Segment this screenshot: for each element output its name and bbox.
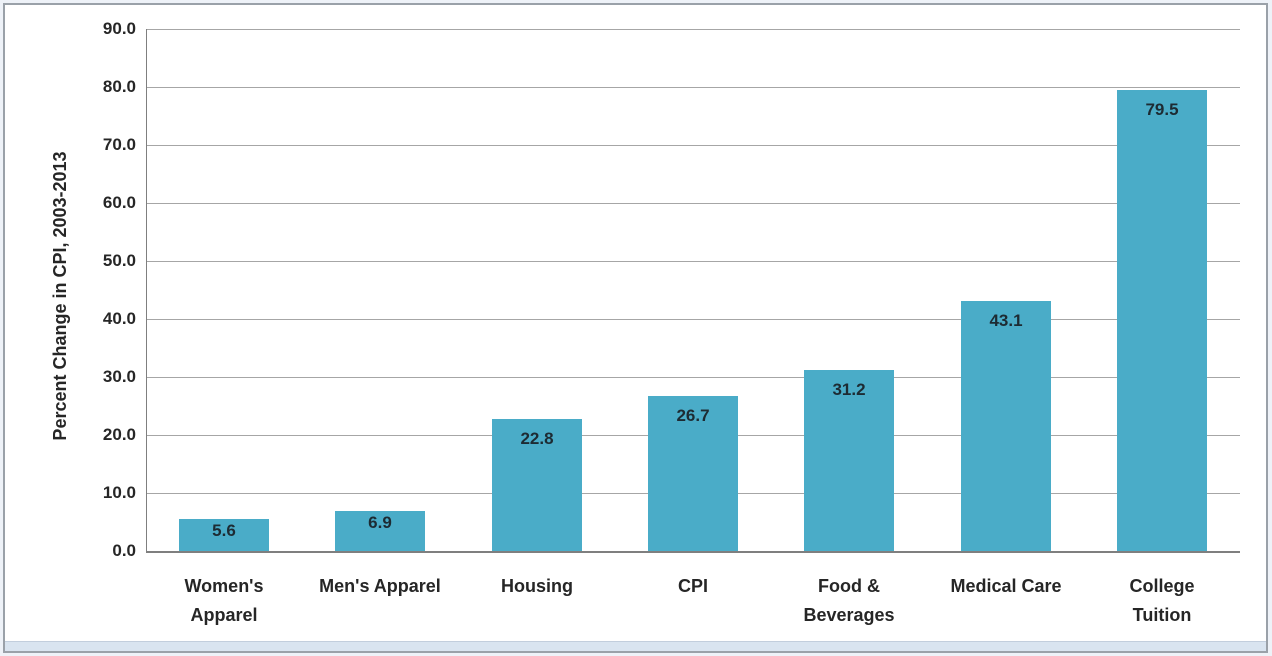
x-axis-category-label-line: College bbox=[1129, 576, 1195, 596]
plot-area: 0.0 10.0 20.0 30.0 40.0 50.0 60.0 70.0 80.0 90.0 5… bbox=[5, 5, 1266, 651]
bar bbox=[179, 518, 269, 551]
bar-value-label: 31.2 bbox=[832, 380, 866, 399]
bar-value-label: 5.6 bbox=[212, 521, 236, 540]
x-axis-category-label-line: Medical Care bbox=[950, 576, 1062, 596]
bar bbox=[492, 418, 582, 551]
bar bbox=[335, 510, 425, 551]
bottom-strip bbox=[5, 641, 1266, 651]
y-axis-tick-label: 50.0 bbox=[102, 251, 136, 270]
x-axis-category-label: Medical Care bbox=[926, 572, 1086, 601]
bar bbox=[804, 370, 894, 552]
bar-value-label: 43.1 bbox=[989, 311, 1023, 330]
x-axis-line bbox=[146, 551, 1240, 553]
gridline bbox=[146, 86, 1240, 88]
x-axis-category-label-line: Beverages bbox=[803, 605, 895, 625]
x-axis-category-label-line: CPI bbox=[677, 576, 708, 596]
bar bbox=[961, 301, 1051, 552]
gridline bbox=[146, 376, 1240, 378]
chart-frame: Percent Change in CPI, 2003-2013 0.0 10.0… bbox=[3, 3, 1268, 653]
bar-value-label: 26.7 bbox=[676, 406, 710, 425]
x-axis-category-label: Women's Apparel bbox=[144, 572, 304, 630]
y-axis-tick-label: 60.0 bbox=[102, 193, 136, 212]
x-axis-category-label-line: Women's bbox=[184, 576, 264, 596]
x-axis-category-label-line: Food & bbox=[818, 576, 880, 596]
y-axis-tick-label: 40.0 bbox=[102, 309, 136, 328]
bar-value-label: 22.8 bbox=[520, 429, 554, 448]
x-axis-category-label-line: Housing bbox=[501, 576, 573, 596]
y-axis-tick-label: 0.0 bbox=[112, 541, 136, 560]
x-axis-category-label-line: Tuition bbox=[1132, 605, 1192, 625]
y-axis-tick-label: 80.0 bbox=[102, 77, 136, 96]
x-axis-category-label: Men's Apparel bbox=[300, 572, 460, 601]
y-axis-tick-label: 70.0 bbox=[102, 135, 136, 154]
y-axis-tick-label: 20.0 bbox=[102, 425, 136, 444]
bar-value-label: 79.5 bbox=[1145, 100, 1179, 119]
y-axis-tick-label: 30.0 bbox=[102, 367, 136, 386]
x-axis-category-label: Food & Beverages bbox=[769, 572, 929, 630]
x-axis-category-label: CPI bbox=[613, 572, 773, 601]
bar bbox=[1117, 89, 1207, 551]
gridline bbox=[146, 202, 1240, 204]
x-axis-category-label-line: Men's Apparel bbox=[319, 576, 441, 596]
x-axis-category-label: Housing bbox=[457, 572, 617, 601]
y-axis-tick-label: 10.0 bbox=[102, 483, 136, 502]
bar-value-label: 6.9 bbox=[368, 513, 392, 532]
gridline bbox=[146, 28, 1240, 30]
bar bbox=[648, 396, 738, 552]
x-axis-category-label-line: Apparel bbox=[190, 605, 258, 625]
y-axis-line bbox=[146, 29, 147, 553]
y-axis-tick-label: 90.0 bbox=[102, 19, 136, 38]
x-axis-category-label: College Tuition bbox=[1082, 572, 1242, 630]
gridline bbox=[146, 260, 1240, 262]
gridline bbox=[146, 318, 1240, 320]
gridline bbox=[146, 144, 1240, 146]
